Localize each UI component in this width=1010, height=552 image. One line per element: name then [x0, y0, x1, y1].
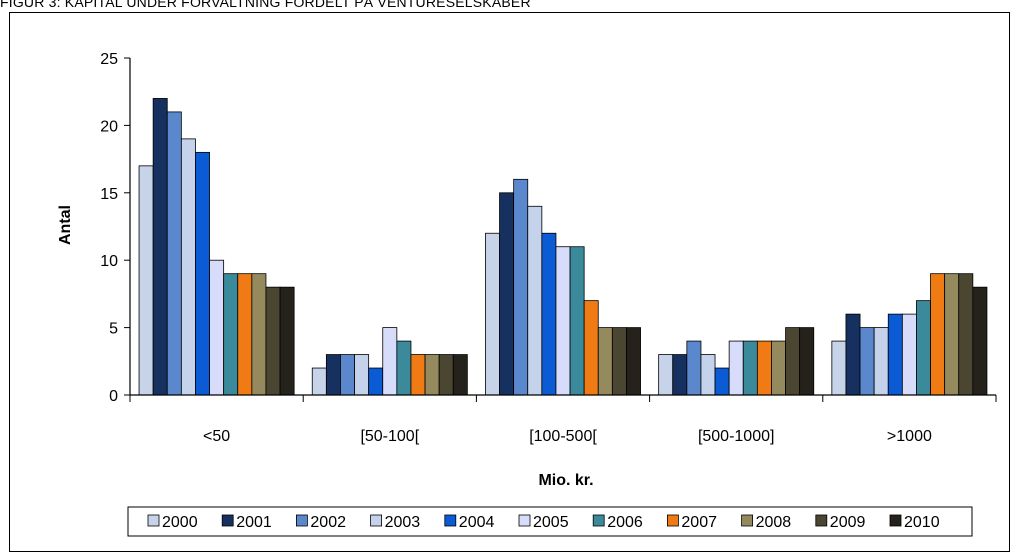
bar-2009-cat-4	[958, 273, 974, 396]
bar-2006-cat-3	[742, 340, 758, 396]
y-tick-label: 10	[100, 253, 118, 270]
bar-2010-cat-0	[279, 286, 295, 396]
x-tick-label: [500-1000]	[698, 428, 775, 445]
bar-2004-cat-2	[541, 232, 557, 396]
legend-label-2007: 2007	[681, 514, 717, 531]
legend-swatch-2004	[444, 514, 457, 527]
legend-box	[127, 506, 973, 537]
bar-2006-cat-0	[223, 273, 239, 396]
bar-2010-cat-2	[626, 327, 641, 396]
legend-swatch-2002	[295, 514, 308, 527]
y-tick-labels: 0 5 10 15 20 25	[100, 51, 118, 405]
bar-2003-cat-2	[527, 205, 543, 396]
y-tick-label: 0	[109, 388, 118, 405]
figure-title: FIGUR 3: KAPITAL UNDER FORVALTNING FORDE…	[0, 0, 531, 10]
bar-2002-cat-1	[340, 354, 355, 396]
legend-label-2006: 2006	[607, 514, 643, 531]
bar-2001-cat-4	[845, 313, 861, 396]
bar-2006-cat-2	[569, 246, 585, 396]
legend-label-2000: 2000	[162, 514, 198, 531]
bar-2008-cat-2	[597, 327, 613, 396]
bar-2000-cat-3	[658, 354, 674, 396]
bar-2003-cat-1	[354, 354, 370, 396]
bar-2003-cat-0	[180, 138, 196, 396]
bar-2005-cat-4	[901, 313, 917, 396]
bar-2007-cat-3	[756, 340, 772, 396]
bar-2008-cat-0	[251, 273, 267, 396]
y-tick-label: 5	[109, 321, 118, 338]
legend-swatch-2001	[221, 514, 234, 527]
legend-swatch-2007	[667, 514, 679, 527]
legend-label-2008: 2008	[756, 514, 792, 531]
legend-label-2004: 2004	[459, 514, 495, 531]
x-tick-label: [100-500[	[529, 428, 597, 445]
bar-2005-cat-0	[209, 259, 225, 396]
x-tick-label: >1000	[887, 428, 932, 445]
bar-2006-cat-1	[396, 340, 412, 396]
bar-2008-cat-4	[944, 273, 960, 396]
y-tick-label: 20	[100, 118, 118, 135]
bar-2007-cat-4	[930, 273, 946, 396]
bar-2008-cat-3	[771, 340, 786, 396]
bar-2005-cat-1	[382, 327, 398, 396]
bar-2005-cat-3	[728, 340, 744, 396]
bar-2000-cat-1	[311, 367, 327, 396]
x-axis-title: Mio. kr.	[538, 472, 593, 489]
legend-swatch-2003	[370, 514, 383, 527]
bar-2004-cat-1	[368, 367, 384, 396]
bar-2007-cat-1	[410, 354, 426, 396]
bar-2008-cat-1	[424, 354, 440, 396]
bar-2002-cat-2	[513, 178, 529, 396]
bar-2000-cat-2	[485, 232, 500, 396]
legend-label-2001: 2001	[236, 514, 272, 531]
legend-label-2005: 2005	[533, 514, 569, 531]
bar-2009-cat-1	[438, 354, 454, 396]
legend-swatch-2010	[889, 514, 902, 527]
bar-2010-cat-4	[972, 286, 988, 396]
bar-2006-cat-4	[916, 300, 931, 396]
legend-label-2009: 2009	[830, 514, 866, 531]
legend-swatch-2009	[815, 514, 828, 527]
legend-swatch-2006	[592, 514, 605, 527]
legend-label-2002: 2002	[310, 514, 346, 531]
bar-2009-cat-3	[785, 327, 801, 396]
bar-2004-cat-4	[887, 313, 903, 396]
legend-label-2010: 2010	[904, 514, 940, 531]
legend-swatch-2005	[518, 514, 531, 527]
bar-2007-cat-2	[583, 300, 599, 396]
bar-2007-cat-0	[237, 273, 253, 396]
axes-group	[124, 57, 997, 402]
bar-2004-cat-0	[195, 151, 210, 396]
bar-2004-cat-3	[714, 367, 730, 396]
bar-2003-cat-4	[873, 327, 889, 396]
bar-2003-cat-3	[700, 354, 716, 396]
x-tick-labels: <50 [50-100[ [100-500[ [500-1000] >1000	[203, 428, 932, 445]
bar-2005-cat-2	[555, 246, 571, 396]
bar-2002-cat-0	[166, 111, 182, 396]
legend-label-2003: 2003	[385, 514, 421, 531]
bar-2002-cat-4	[859, 327, 875, 396]
bar-2001-cat-0	[152, 98, 168, 396]
legend: 2000 2001 2002 2003 2004 2005 2006 2007 2008 2009…	[127, 506, 973, 537]
bar-2010-cat-1	[452, 354, 468, 396]
y-tick-label: 25	[100, 51, 118, 68]
y-axis-title: Antal	[57, 205, 74, 245]
bar-2001-cat-1	[325, 354, 341, 396]
bar-2000-cat-4	[831, 340, 847, 396]
bars-group	[138, 98, 988, 396]
bar-2009-cat-2	[611, 327, 627, 396]
bar-2002-cat-3	[686, 340, 702, 396]
legend-swatch-2000	[147, 514, 160, 527]
legend-swatch-2008	[741, 514, 753, 527]
bar-2010-cat-3	[799, 327, 815, 396]
y-tick-label: 15	[100, 186, 118, 203]
bar-2001-cat-3	[672, 354, 688, 396]
bar-2001-cat-2	[499, 192, 515, 396]
bar-2009-cat-0	[265, 286, 281, 396]
x-tick-label: <50	[203, 428, 230, 445]
x-tick-label: [50-100[	[360, 428, 419, 445]
bar-2000-cat-0	[138, 165, 154, 396]
